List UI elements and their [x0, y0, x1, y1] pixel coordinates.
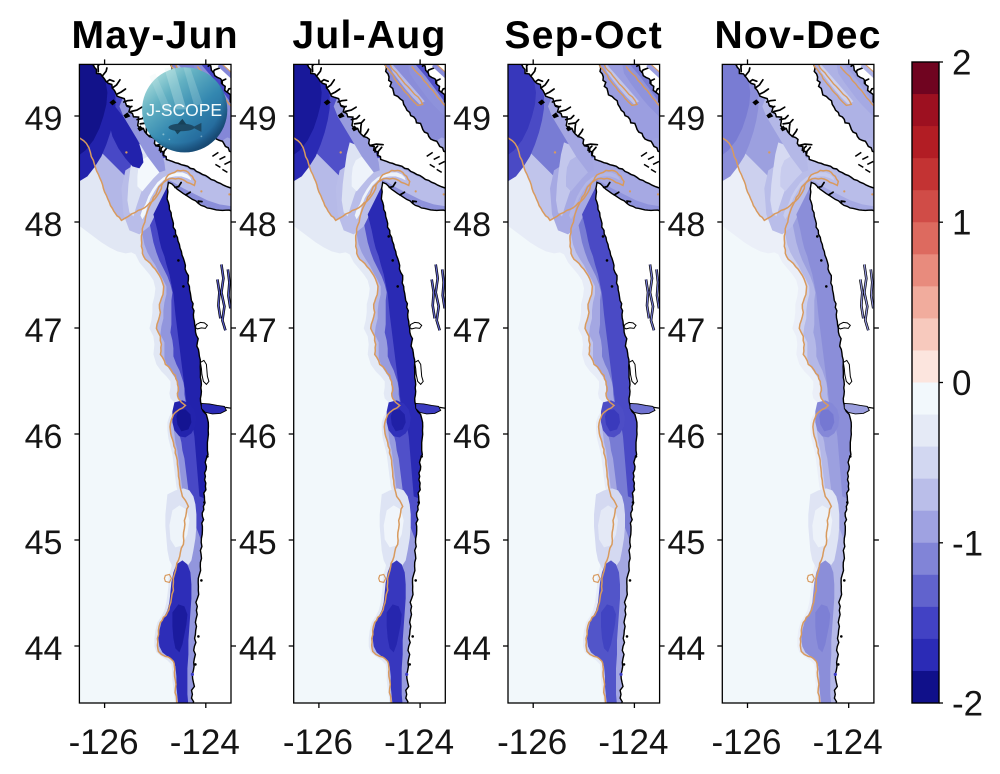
svg-text:1: 1 [952, 204, 971, 243]
svg-text:46: 46 [453, 418, 491, 456]
svg-text:45: 45 [453, 524, 491, 562]
svg-text:45: 45 [667, 524, 705, 562]
svg-text:-124: -124 [813, 723, 883, 762]
svg-text:44: 44 [25, 630, 63, 668]
svg-text:-124: -124 [170, 723, 240, 762]
svg-text:46: 46 [239, 418, 277, 456]
svg-text:-126: -126 [283, 723, 353, 762]
svg-text:Sep-Oct: Sep-Oct [504, 14, 663, 57]
svg-text:47: 47 [239, 312, 277, 350]
svg-text:2: 2 [952, 44, 971, 83]
svg-text:47: 47 [453, 312, 491, 350]
svg-text:-2: -2 [952, 685, 983, 724]
svg-text:Jul-Aug: Jul-Aug [292, 14, 446, 57]
svg-text:48: 48 [239, 206, 277, 244]
svg-text:44: 44 [667, 630, 705, 668]
svg-text:48: 48 [453, 206, 491, 244]
svg-text:-126: -126 [69, 723, 139, 762]
svg-text:45: 45 [25, 524, 63, 562]
svg-text:48: 48 [667, 206, 705, 244]
svg-text:-126: -126 [497, 723, 567, 762]
svg-text:47: 47 [667, 312, 705, 350]
svg-text:46: 46 [25, 418, 63, 456]
svg-text:48: 48 [25, 206, 63, 244]
svg-text:May-Jun: May-Jun [72, 14, 239, 57]
svg-text:46: 46 [667, 418, 705, 456]
svg-text:47: 47 [25, 312, 63, 350]
svg-text:45: 45 [239, 524, 277, 562]
svg-text:44: 44 [239, 630, 277, 668]
svg-text:-124: -124 [598, 723, 668, 762]
svg-text:J-SCOPE: J-SCOPE [146, 100, 222, 120]
svg-text:-1: -1 [952, 524, 983, 563]
svg-text:0: 0 [952, 364, 971, 403]
svg-text:49: 49 [453, 100, 491, 138]
svg-text:-126: -126 [711, 723, 781, 762]
svg-text:-124: -124 [384, 723, 454, 762]
svg-text:Nov-Dec: Nov-Dec [714, 14, 881, 57]
svg-text:44: 44 [453, 630, 491, 668]
svg-text:49: 49 [25, 100, 63, 138]
svg-text:49: 49 [239, 100, 277, 138]
svg-text:49: 49 [667, 100, 705, 138]
